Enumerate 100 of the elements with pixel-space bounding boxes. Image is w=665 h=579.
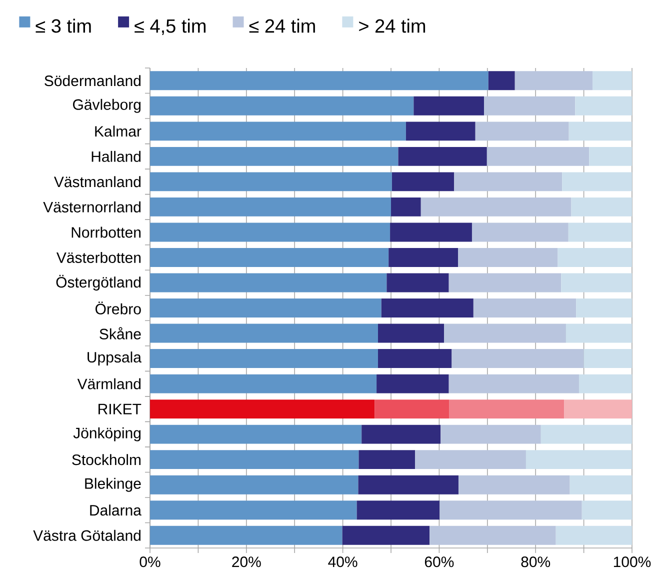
bar bbox=[150, 222, 390, 242]
bar bbox=[150, 298, 382, 318]
y-tick-label: Örebro bbox=[96, 302, 141, 314]
bar bbox=[392, 172, 454, 192]
bar bbox=[358, 450, 416, 470]
bar bbox=[150, 349, 378, 368]
y-tick-label: Kalmar bbox=[95, 126, 142, 137]
bar bbox=[376, 374, 449, 394]
bar bbox=[578, 374, 632, 394]
bar bbox=[391, 197, 421, 216]
bar bbox=[571, 197, 632, 216]
legend-label: ≤ 24 tim bbox=[249, 18, 315, 33]
bar bbox=[582, 500, 632, 520]
bar bbox=[473, 298, 576, 318]
x-tick-label: 20% bbox=[232, 556, 261, 568]
bar bbox=[150, 400, 375, 419]
bar bbox=[558, 248, 632, 267]
bar bbox=[414, 96, 484, 116]
bar bbox=[475, 122, 569, 141]
bar bbox=[564, 400, 632, 419]
bar bbox=[150, 475, 358, 494]
y-tick-label: Södermanland bbox=[44, 75, 140, 86]
y-tick-label: RIKET bbox=[98, 404, 142, 414]
x-tick-label: 60% bbox=[424, 556, 454, 568]
bar bbox=[150, 172, 392, 192]
bar bbox=[584, 349, 632, 368]
bar bbox=[566, 324, 632, 343]
y-tick-label: Blekinge bbox=[85, 478, 141, 492]
y-tick-label: Västerbotten bbox=[56, 252, 141, 263]
y-tick-label: Värmland bbox=[77, 378, 141, 390]
y-tick-label: Halland bbox=[92, 150, 140, 162]
bar bbox=[415, 450, 526, 470]
bar bbox=[514, 71, 592, 90]
bar bbox=[398, 146, 487, 166]
bar bbox=[358, 475, 458, 494]
y-tick-label: Stockholm bbox=[72, 454, 140, 466]
bar bbox=[150, 71, 488, 90]
bar bbox=[452, 349, 584, 368]
y-tick-label: Jönköping bbox=[73, 427, 140, 442]
bar bbox=[386, 273, 449, 292]
bar bbox=[406, 122, 476, 141]
bar bbox=[150, 248, 389, 267]
bar bbox=[374, 400, 450, 419]
y-tick-label: Skåne bbox=[100, 327, 141, 340]
bar bbox=[356, 500, 440, 520]
bar bbox=[381, 298, 474, 318]
bar bbox=[440, 500, 582, 520]
bar bbox=[526, 450, 632, 470]
bar bbox=[378, 349, 452, 368]
bar bbox=[150, 122, 406, 141]
bar bbox=[448, 273, 562, 292]
bar bbox=[488, 71, 515, 90]
y-tick-label: Norrbotten bbox=[72, 226, 141, 238]
y-tick-label: Gävleborg bbox=[73, 98, 141, 113]
y-tick-label: Västernorrland bbox=[43, 201, 140, 212]
bar bbox=[150, 273, 387, 292]
bar bbox=[556, 526, 632, 545]
bar bbox=[150, 146, 398, 166]
bar bbox=[562, 172, 632, 192]
bar bbox=[449, 400, 564, 419]
bar bbox=[150, 197, 392, 216]
bar bbox=[484, 96, 576, 116]
bar bbox=[342, 526, 430, 545]
bar bbox=[589, 146, 632, 166]
bar bbox=[444, 324, 566, 343]
bar bbox=[388, 248, 458, 267]
bar bbox=[390, 222, 472, 242]
bar bbox=[454, 172, 562, 192]
bar bbox=[575, 96, 632, 116]
y-tick-label: Östergötland bbox=[56, 274, 141, 291]
bar bbox=[561, 273, 632, 292]
x-tick-label: 80% bbox=[521, 556, 550, 568]
y-tick-label: Uppsala bbox=[88, 352, 142, 366]
bar bbox=[150, 450, 359, 470]
legend-label: ≤ 4,5 tim bbox=[134, 18, 206, 35]
y-tick-label: Västmanland bbox=[54, 176, 140, 188]
x-tick-label: 0% bbox=[140, 556, 160, 568]
x-tick-label: 40% bbox=[328, 556, 358, 568]
bar bbox=[568, 122, 632, 141]
bar bbox=[440, 424, 541, 444]
bar bbox=[430, 526, 556, 545]
bar bbox=[486, 146, 590, 166]
bar bbox=[458, 475, 570, 494]
bar bbox=[378, 324, 444, 343]
bar bbox=[150, 500, 357, 520]
y-tick-label: Dalarna bbox=[90, 504, 142, 516]
bar bbox=[568, 222, 632, 242]
bar bbox=[150, 324, 378, 343]
bar bbox=[150, 526, 342, 545]
bar bbox=[540, 424, 632, 444]
bar bbox=[150, 424, 362, 444]
bar bbox=[592, 71, 632, 90]
bar bbox=[150, 96, 414, 116]
y-tick-label: Västra Götaland bbox=[33, 530, 140, 541]
legend-label: > 24 tim bbox=[359, 18, 426, 33]
bar bbox=[570, 475, 632, 494]
x-tick-label: 100% bbox=[614, 556, 651, 568]
bar bbox=[472, 222, 568, 242]
bar bbox=[362, 424, 441, 444]
bar bbox=[420, 197, 572, 216]
